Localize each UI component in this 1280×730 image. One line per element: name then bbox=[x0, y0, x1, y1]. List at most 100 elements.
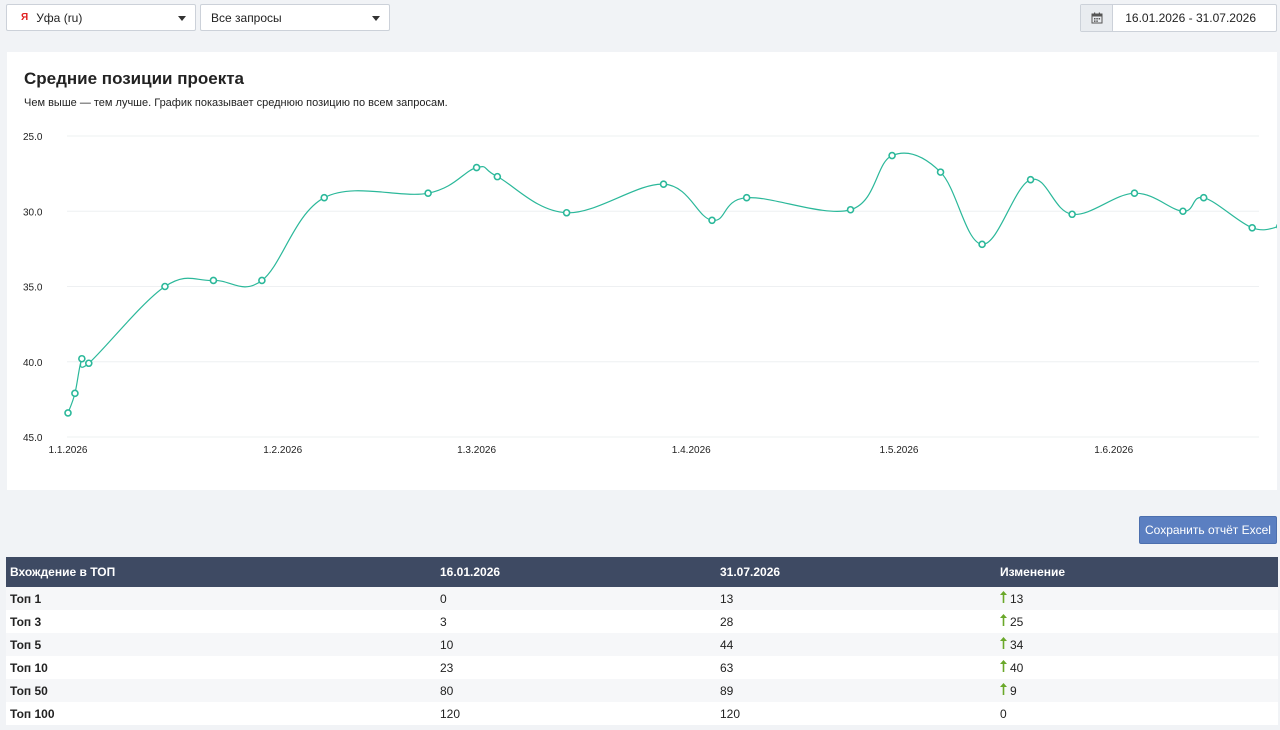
data-point bbox=[846, 205, 855, 214]
arrow-up-icon bbox=[1000, 614, 1007, 629]
change-value: 25 bbox=[1010, 615, 1024, 629]
data-point bbox=[161, 282, 169, 291]
x-tick-label: 1.3.2026 bbox=[457, 445, 496, 456]
change-cell: 13 bbox=[996, 587, 1278, 610]
top-name-cell: Топ 50 bbox=[6, 679, 436, 702]
queries-select-value: Все запросы bbox=[211, 10, 282, 25]
x-tick-label: 1.2.2026 bbox=[263, 445, 302, 456]
start-value-cell: 80 bbox=[436, 679, 716, 702]
end-value-cell: 63 bbox=[716, 656, 996, 679]
end-value-cell: 13 bbox=[716, 587, 996, 610]
chevron-down-icon bbox=[372, 16, 380, 21]
change-cell: 9 bbox=[996, 679, 1278, 702]
data-point bbox=[78, 354, 86, 363]
save-excel-button[interactable]: Сохранить отчёт Excel bbox=[1139, 516, 1277, 544]
top-name-cell: Топ 100 bbox=[6, 702, 436, 725]
data-point bbox=[708, 216, 716, 225]
x-tick-label: 1.1.2026 bbox=[49, 445, 88, 456]
change-value: 9 bbox=[1010, 684, 1017, 698]
data-point bbox=[493, 172, 502, 181]
y-tick-label: 45.0 bbox=[23, 433, 43, 444]
arrow-up-icon bbox=[1000, 683, 1007, 698]
data-point bbox=[1179, 207, 1187, 216]
table-row: Топ 3 3 28 25 bbox=[6, 610, 1278, 633]
series-line bbox=[67, 152, 1277, 414]
end-value-cell: 89 bbox=[716, 679, 996, 702]
card-subtitle: Чем выше — тем лучше. График показывает … bbox=[24, 97, 448, 109]
change-cell: 40 bbox=[996, 656, 1278, 679]
change-value: 34 bbox=[1010, 638, 1024, 652]
calendar-icon bbox=[1091, 12, 1103, 24]
data-point bbox=[1026, 175, 1035, 184]
region-select[interactable]: Я Уфа (ru) bbox=[6, 4, 196, 31]
arrow-up-icon bbox=[1000, 591, 1007, 606]
average-positions-chart: 25.0 30.0 35.0 40.0 45.0 1.1.2026 1.2.2026 1.3.… bbox=[23, 132, 1277, 456]
end-value-cell: 28 bbox=[716, 610, 996, 633]
card-title: Средние позиции проекта bbox=[24, 69, 244, 88]
data-point bbox=[472, 163, 481, 172]
change-value: 0 bbox=[1000, 706, 1007, 721]
data-point bbox=[562, 208, 571, 217]
data-point bbox=[71, 389, 79, 398]
data-point bbox=[84, 359, 93, 368]
table-row: Топ 1 0 13 13 bbox=[6, 587, 1278, 610]
change-value: 13 bbox=[1010, 592, 1024, 606]
calendar-button[interactable] bbox=[1081, 5, 1114, 31]
top-entries-table: Вхождение в ТОП 16.01.2026 31.07.2026 Из… bbox=[6, 557, 1278, 725]
y-tick-label: 25.0 bbox=[23, 132, 43, 143]
chevron-down-icon bbox=[178, 16, 186, 21]
start-value-cell: 0 bbox=[436, 587, 716, 610]
data-point bbox=[1248, 224, 1256, 232]
yandex-logo-icon: Я bbox=[21, 12, 29, 23]
x-tick-label: 1.5.2026 bbox=[880, 445, 919, 456]
start-value-cell: 23 bbox=[436, 656, 716, 679]
change-cell: 0 bbox=[996, 702, 1278, 725]
x-tick-label: 1.6.2026 bbox=[1094, 445, 1133, 456]
data-point bbox=[1130, 189, 1139, 197]
arrow-up-icon bbox=[1000, 660, 1007, 675]
column-header-change: Изменение bbox=[996, 557, 1278, 587]
data-point bbox=[742, 193, 751, 202]
data-point bbox=[888, 151, 896, 160]
table-row: Топ 100 120 120 0 bbox=[6, 702, 1278, 725]
data-point bbox=[209, 276, 218, 285]
start-value-cell: 120 bbox=[436, 702, 716, 725]
column-header-end-date: 31.07.2026 bbox=[716, 557, 996, 587]
top-name-cell: Топ 1 bbox=[6, 587, 436, 610]
change-cell: 34 bbox=[996, 633, 1278, 656]
data-point bbox=[1068, 210, 1076, 219]
data-point bbox=[64, 409, 72, 417]
average-positions-card: 25.0 30.0 35.0 40.0 45.0 1.1.2026 1.2.2026 1.3.… bbox=[7, 52, 1277, 490]
date-range-value: 16.01.2026 - 31.07.2026 bbox=[1125, 11, 1256, 25]
data-point bbox=[424, 189, 432, 197]
top-name-cell: Топ 3 bbox=[6, 610, 436, 633]
start-value-cell: 3 bbox=[436, 610, 716, 633]
region-select-value: Уфа (ru) bbox=[36, 10, 83, 25]
data-point bbox=[659, 180, 668, 188]
data-point bbox=[320, 193, 329, 202]
x-tick-label: 1.4.2026 bbox=[672, 445, 711, 456]
table-row: Топ 5 10 44 34 bbox=[6, 633, 1278, 656]
change-cell: 25 bbox=[996, 610, 1278, 633]
end-value-cell: 44 bbox=[716, 633, 996, 656]
start-value-cell: 10 bbox=[436, 633, 716, 656]
y-tick-label: 40.0 bbox=[23, 358, 43, 369]
data-point bbox=[258, 276, 266, 285]
end-value-cell: 120 bbox=[716, 702, 996, 725]
column-header-top: Вхождение в ТОП bbox=[6, 557, 436, 587]
top-name-cell: Топ 10 bbox=[6, 656, 436, 679]
y-tick-label: 30.0 bbox=[23, 207, 43, 218]
table-row: Топ 10 23 63 40 bbox=[6, 656, 1278, 679]
data-point bbox=[1199, 193, 1208, 202]
queries-select[interactable]: Все запросы bbox=[200, 4, 390, 31]
column-header-start-date: 16.01.2026 bbox=[436, 557, 716, 587]
data-point bbox=[978, 240, 986, 249]
y-tick-label: 35.0 bbox=[23, 283, 43, 294]
table-row: Топ 50 80 89 9 bbox=[6, 679, 1278, 702]
top-name-cell: Топ 5 bbox=[6, 633, 436, 656]
data-point bbox=[936, 168, 945, 176]
date-range-picker[interactable]: 16.01.2026 - 31.07.2026 bbox=[1080, 4, 1277, 32]
arrow-up-icon bbox=[1000, 637, 1007, 652]
change-value: 40 bbox=[1010, 661, 1024, 675]
table-header-row: Вхождение в ТОП 16.01.2026 31.07.2026 Из… bbox=[6, 557, 1278, 587]
